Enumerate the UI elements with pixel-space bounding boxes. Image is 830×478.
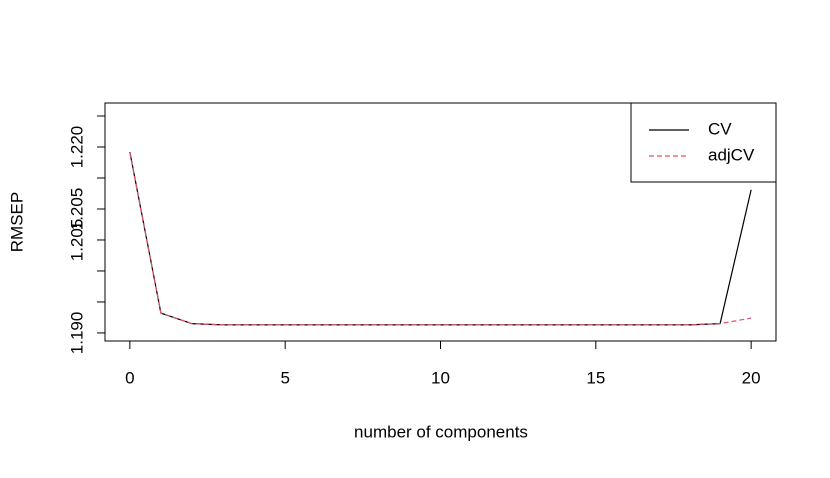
legend-box <box>630 102 777 183</box>
y-tick-label: 1.205 <box>67 219 86 262</box>
legend-label: adjCV <box>708 145 755 164</box>
x-tick-label: 15 <box>586 368 605 387</box>
x-tick-label: 20 <box>742 368 761 387</box>
y-tick-label: 1.220 <box>67 126 86 169</box>
x-tick-label: 5 <box>280 368 289 387</box>
y-tick-label: 1.205 <box>67 188 86 231</box>
legend-label: CV <box>708 119 732 138</box>
x-tick-label: 10 <box>431 368 450 387</box>
y-tick-label: 1.190 <box>67 312 86 355</box>
y-axis-title: RMSEP <box>7 192 26 252</box>
line <box>129 152 752 326</box>
x-axis-title: number of components <box>354 422 528 441</box>
x-tick-label: 0 <box>125 368 134 387</box>
